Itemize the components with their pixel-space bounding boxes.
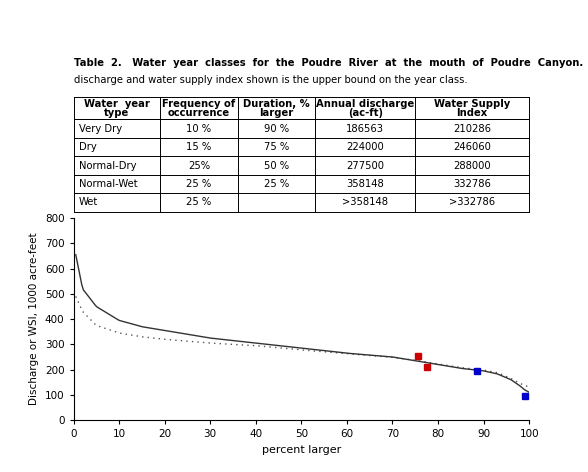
Text: Annual discharge: Annual discharge — [316, 99, 415, 109]
Text: 332786: 332786 — [453, 179, 491, 189]
Text: 210286: 210286 — [453, 124, 491, 134]
Text: 25 %: 25 % — [186, 179, 212, 189]
X-axis label: percent larger: percent larger — [262, 445, 341, 455]
Text: 25 %: 25 % — [186, 197, 212, 208]
Text: Wet: Wet — [79, 197, 98, 208]
Text: 224000: 224000 — [346, 142, 384, 152]
Text: 25 %: 25 % — [263, 179, 289, 189]
Text: Very Dry: Very Dry — [79, 124, 122, 134]
Text: (ac-ft): (ac-ft) — [348, 108, 383, 118]
Text: discharge and water supply index shown is the upper bound on the year class.: discharge and water supply index shown i… — [74, 76, 467, 85]
Text: larger: larger — [259, 108, 293, 118]
Text: Index: Index — [457, 108, 488, 118]
Text: 25%: 25% — [188, 160, 210, 170]
Text: 75 %: 75 % — [263, 142, 289, 152]
Text: Frequency of: Frequency of — [162, 99, 235, 109]
Y-axis label: Discharge or WSI, 1000 acre-feet: Discharge or WSI, 1000 acre-feet — [29, 233, 39, 405]
Text: Duration, %: Duration, % — [243, 99, 310, 109]
Text: Water Supply: Water Supply — [434, 99, 510, 109]
Text: 246060: 246060 — [453, 142, 491, 152]
Text: 277500: 277500 — [346, 160, 384, 170]
Text: 50 %: 50 % — [264, 160, 289, 170]
Text: 358148: 358148 — [346, 179, 384, 189]
Text: Table  2.   Water  year  classes  for  the  Poudre  River  at  the  mouth  of  P: Table 2. Water year classes for the Poud… — [74, 58, 588, 68]
Text: 90 %: 90 % — [264, 124, 289, 134]
Text: >332786: >332786 — [449, 197, 495, 208]
Text: Dry: Dry — [79, 142, 96, 152]
Text: 288000: 288000 — [453, 160, 491, 170]
Text: >358148: >358148 — [342, 197, 388, 208]
Text: 15 %: 15 % — [186, 142, 212, 152]
Text: type: type — [104, 108, 129, 118]
Text: Normal-Dry: Normal-Dry — [79, 160, 136, 170]
Text: 186563: 186563 — [346, 124, 384, 134]
Text: 10 %: 10 % — [186, 124, 211, 134]
Text: Water  year: Water year — [84, 99, 150, 109]
Text: occurrence: occurrence — [168, 108, 230, 118]
Text: Normal-Wet: Normal-Wet — [79, 179, 138, 189]
